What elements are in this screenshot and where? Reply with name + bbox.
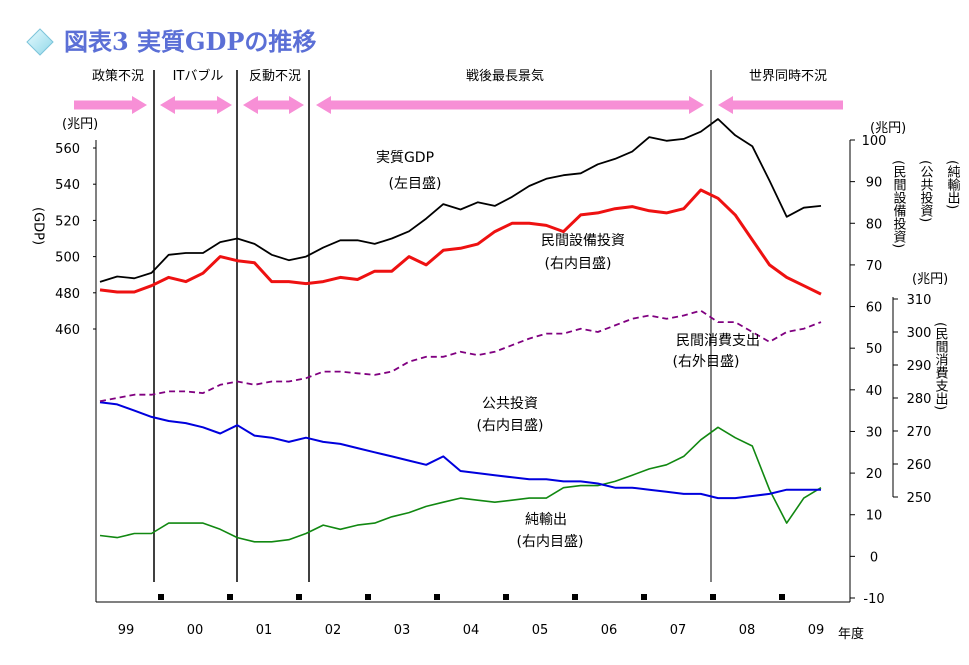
left-axis-unit: (兆円) (62, 117, 98, 132)
x-tick-marker (296, 594, 302, 600)
annotation-public-scale: (右内目盛) (477, 418, 544, 434)
right-inner-tick-label: 40 (866, 384, 883, 399)
right-consumption-title: (民間消費支出) (933, 322, 949, 410)
right-outer-axis-unit: (兆円) (912, 272, 948, 287)
period-labels: 政策不況 ITバブル 反動不況 戦後最長景気 世界同時不況 (92, 68, 827, 84)
x-tick-marker (503, 594, 509, 600)
period-label: 世界同時不況 (749, 69, 827, 84)
period-arrow (160, 96, 232, 114)
x-axis-unit: 年度 (838, 626, 864, 642)
x-tick-label: 08 (739, 623, 756, 638)
x-tick-label: 04 (463, 623, 480, 638)
right-inner-tick-label: 50 (866, 342, 883, 357)
series-group (99, 118, 822, 543)
x-tick-label: 06 (601, 623, 618, 638)
right-inner-tick-label: 70 (866, 259, 883, 274)
left-axis-title: (GDP) (31, 207, 46, 245)
x-tick-marker (434, 594, 440, 600)
x-tick-marker (572, 594, 578, 600)
period-arrow (316, 96, 704, 114)
left-tick-label: 500 (55, 251, 80, 266)
series-line (99, 309, 822, 403)
x-tick-label: 03 (394, 623, 411, 638)
x-tick-marker (779, 594, 785, 600)
right-public-title: (公共投資) (918, 160, 934, 222)
x-tick-label: 99 (118, 623, 135, 638)
right-outer-ticks: 250 260 270 280 290 300 310 (893, 293, 931, 506)
period-arrow (718, 96, 843, 114)
right-inner-tick-label: 90 (866, 176, 883, 191)
annotation-gdp: 実質GDP (376, 150, 434, 166)
period-label: 反動不況 (249, 69, 301, 84)
right-outer-tick-label: 310 (907, 293, 932, 308)
right-inner-tick-label: 100 (862, 134, 887, 149)
x-ticks: 99 00 01 02 03 04 05 06 07 08 09 (118, 594, 825, 638)
right-inner-tick-label: 20 (866, 467, 883, 482)
left-tick-label: 540 (55, 178, 80, 193)
axes (95, 140, 894, 603)
x-tick-label: 07 (670, 623, 687, 638)
right-outer-tick-label: 300 (907, 326, 932, 341)
x-tick-marker (158, 594, 164, 600)
annotation-public: 公共投資 (482, 396, 538, 412)
left-tick-label: 480 (55, 287, 80, 302)
series-annotations: 実質GDP (左目盛) 民間設備投資 (右内目盛) 民間消費支出 (右外目盛) … (376, 150, 760, 550)
x-tick-marker (710, 594, 716, 600)
right-inner-tick-label: 60 (866, 301, 883, 316)
series-line (99, 426, 822, 543)
annotation-capex-scale: (右内目盛) (545, 256, 612, 272)
right-outer-tick-label: 260 (907, 458, 932, 473)
period-label: 政策不況 (92, 68, 144, 84)
x-tick-marker (227, 594, 233, 600)
x-tick-label: 02 (325, 623, 342, 638)
right-inner-tick-label: 80 (866, 217, 883, 232)
x-tick-label: 01 (256, 623, 273, 638)
right-netexport-title: (純輸出) (945, 160, 961, 209)
x-tick-marker (641, 594, 647, 600)
x-tick-label: 09 (808, 623, 825, 638)
left-tick-label: 560 (55, 142, 80, 157)
series-line (99, 118, 822, 283)
series-line (99, 401, 821, 500)
right-outer-tick-label: 250 (907, 491, 932, 506)
period-arrows (74, 96, 843, 114)
annotation-consumption: 民間消費支出 (676, 333, 760, 349)
period-label: 戦後最長景気 (466, 68, 544, 84)
x-tick-marker (365, 594, 371, 600)
series-line (99, 188, 822, 296)
left-tick-label: 460 (55, 323, 80, 338)
chart-title: 図表3 実質GDPの推移 (64, 27, 316, 56)
period-arrow (243, 96, 304, 114)
right-inner-tick-label: 10 (866, 509, 883, 524)
right-inner-tick-label: -10 (863, 592, 884, 607)
annotation-netexport-scale: (右内目盛) (517, 534, 584, 550)
right-inner-ticks: -10 0 10 20 30 40 50 60 70 80 90 100 (850, 134, 886, 607)
right-outer-tick-label: 280 (907, 392, 932, 407)
annotation-consumption-scale: (右外目盛) (673, 354, 740, 370)
right-inner-axis-unit: (兆円) (870, 121, 906, 136)
left-tick-label: 520 (55, 214, 80, 229)
annotation-capex: 民間設備投資 (541, 233, 625, 249)
right-capex-title: (民間設備投資) (891, 160, 907, 248)
diamond-icon (26, 28, 54, 56)
period-arrow (74, 96, 147, 114)
right-outer-tick-label: 270 (907, 425, 932, 440)
left-ticks: 460 480 500 520 540 560 (55, 142, 96, 338)
x-tick-label: 05 (532, 623, 549, 638)
x-tick-label: 00 (187, 623, 204, 638)
annotation-gdp-scale: (左目盛) (389, 176, 442, 192)
right-outer-tick-label: 290 (907, 359, 932, 374)
title-block: 図表3 実質GDPの推移 (26, 27, 316, 56)
period-label: ITバブル (173, 68, 224, 84)
annotation-netexport: 純輸出 (525, 512, 567, 528)
right-inner-tick-label: 30 (866, 425, 883, 440)
right-inner-tick-label: 0 (870, 550, 878, 565)
